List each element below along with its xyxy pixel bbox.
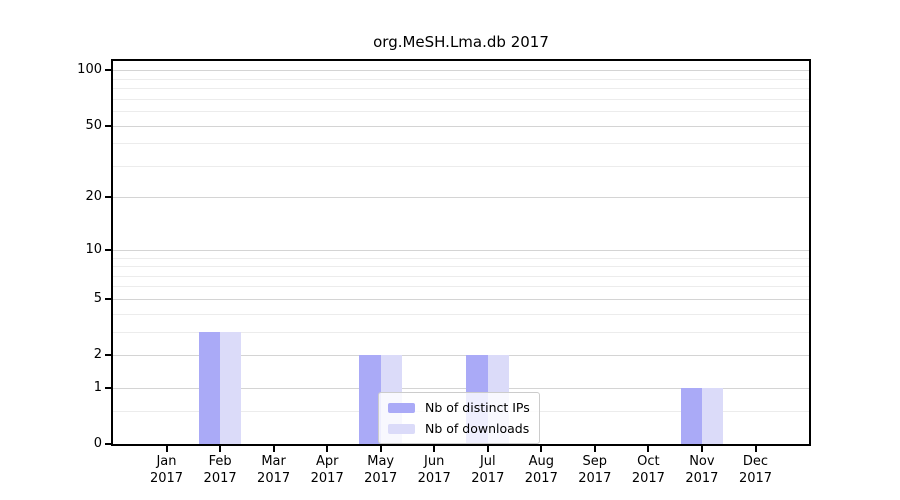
x-tick-sep	[593, 446, 596, 452]
bar-feb-downloads	[220, 331, 242, 444]
y-tick-5	[105, 297, 111, 300]
gridline-y-90	[113, 78, 809, 80]
gridline-y-3	[113, 331, 809, 333]
x-tick-apr	[326, 446, 329, 452]
gridline-y-5	[113, 298, 809, 300]
y-tick-10	[105, 248, 111, 251]
gridline-y-60	[113, 110, 809, 112]
chart-title: org.MeSH.Lma.db 2017	[373, 33, 549, 51]
x-tick-label-aug: Aug 2017	[524, 454, 558, 486]
legend-item-distinct-ips: Nb of distinct IPs	[388, 400, 530, 415]
gridline-y-1	[113, 387, 809, 389]
bar-may-distinct-ips	[359, 355, 381, 444]
gridlines-layer	[113, 61, 809, 444]
y-tick-label-5: 5	[93, 290, 102, 306]
legend-swatch-distinct-ips	[388, 402, 415, 413]
y-tick-label-2: 2	[93, 347, 102, 362]
bar-nov-distinct-ips	[680, 387, 702, 444]
bars-layer	[113, 61, 809, 444]
gridline-y-8	[113, 266, 809, 267]
x-tick-nov	[700, 446, 703, 452]
y-tick-20	[105, 196, 111, 199]
legend-item-downloads: Nb of downloads	[388, 421, 530, 436]
x-tick-label-feb: Feb 2017	[203, 454, 237, 486]
x-tick-jul	[486, 446, 489, 452]
x-tick-jan	[165, 446, 168, 452]
x-tick-oct	[647, 446, 650, 452]
gridline-y-40	[113, 143, 809, 145]
x-tick-label-apr: Apr 2017	[310, 454, 344, 486]
legend-label-downloads: Nb of downloads	[425, 421, 530, 436]
bar-nov-downloads	[701, 387, 724, 444]
gridline-y-2	[113, 355, 809, 356]
x-tick-jun	[433, 446, 436, 452]
x-tick-label-mar: Mar 2017	[257, 454, 291, 486]
x-tick-label-nov: Nov 2017	[685, 454, 719, 486]
x-tick-may	[379, 446, 382, 452]
gridline-y-6	[113, 286, 809, 288]
legend: Nb of distinct IPs Nb of downloads	[378, 392, 540, 444]
x-tick-label-sep: Sep 2017	[578, 454, 612, 486]
x-tick-label-jun: Jun 2017	[417, 454, 451, 486]
gridline-y-50	[113, 125, 809, 127]
x-tick-label-may: May 2017	[364, 454, 398, 486]
x-tick-dec	[754, 446, 757, 452]
gridline-y-7	[113, 275, 809, 277]
y-tick-label-20: 20	[85, 189, 102, 205]
y-tick-label-50: 50	[85, 117, 102, 133]
y-tick-0	[105, 443, 111, 445]
gridline-y-10	[113, 249, 809, 251]
legend-label-distinct-ips: Nb of distinct IPs	[425, 400, 530, 415]
gridline-y-30	[113, 165, 809, 167]
gridline-y-20	[113, 197, 809, 199]
y-tick-2	[105, 354, 111, 356]
x-tick-aug	[540, 446, 543, 452]
x-tick-label-jan: Jan 2017	[149, 454, 184, 486]
gridline-y-80	[113, 88, 809, 89]
x-tick-label-jul: Jul 2017	[471, 454, 505, 486]
x-tick-label-oct: Oct 2017	[631, 454, 665, 486]
y-tick-label-100: 100	[77, 62, 102, 78]
gridline-y-70	[113, 98, 809, 100]
x-tick-mar	[272, 446, 275, 452]
legend-swatch-downloads	[388, 423, 415, 434]
y-tick-label-0: 0	[93, 436, 102, 451]
y-tick-label-10: 10	[85, 241, 102, 257]
bar-feb-distinct-ips	[198, 331, 221, 444]
x-tick-label-dec: Dec 2017	[738, 454, 773, 486]
y-tick-100	[105, 69, 111, 72]
gridline-y-4	[113, 313, 809, 315]
x-tick-feb	[219, 446, 222, 452]
gridline-y-100	[113, 70, 809, 72]
plot-area	[111, 59, 811, 446]
y-tick-1	[105, 386, 111, 389]
gridline-y-9	[113, 257, 809, 259]
y-tick-label-1: 1	[93, 379, 102, 395]
y-tick-50	[105, 124, 111, 127]
